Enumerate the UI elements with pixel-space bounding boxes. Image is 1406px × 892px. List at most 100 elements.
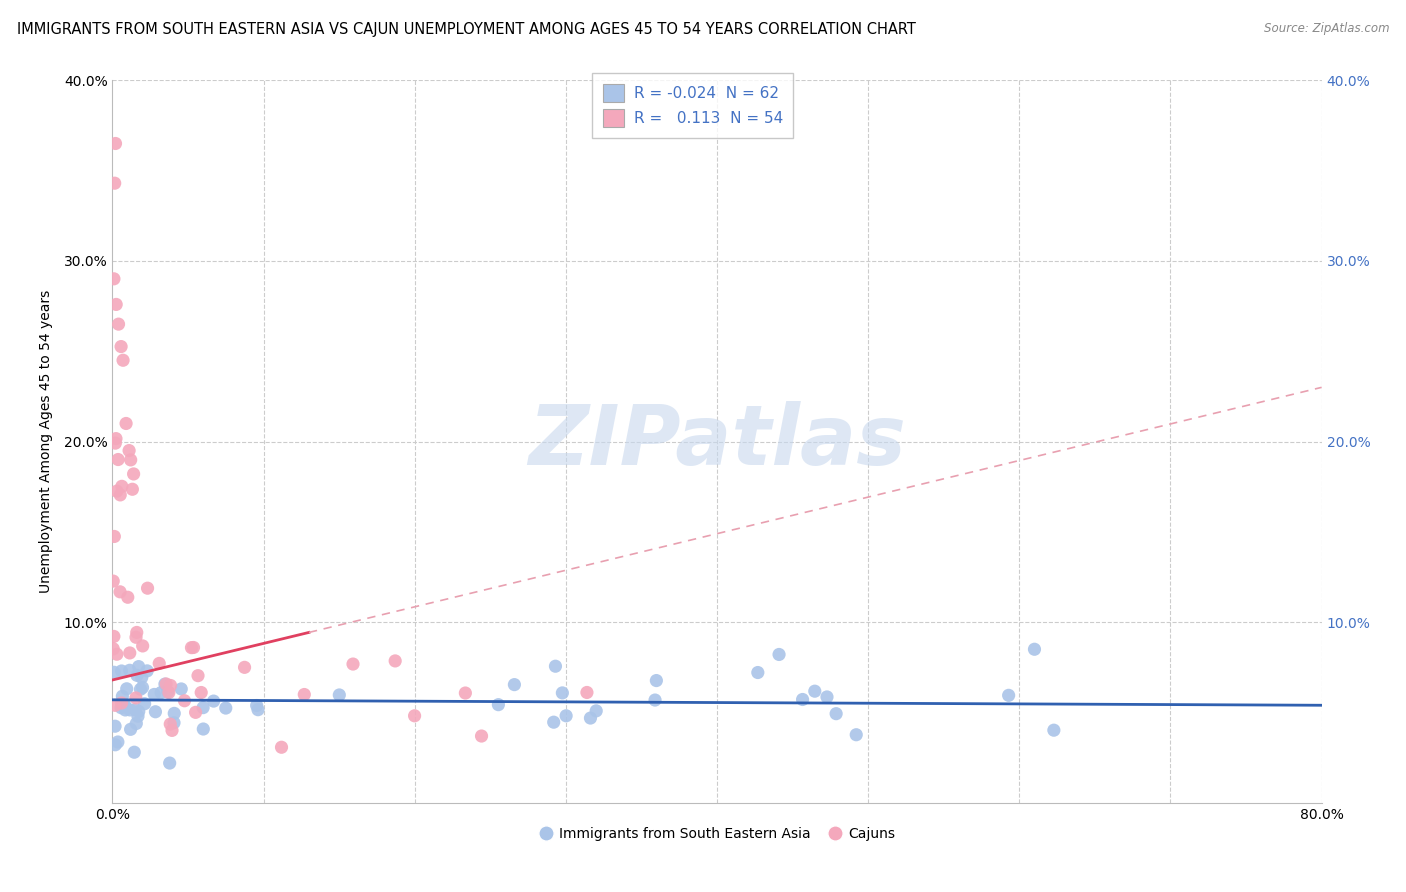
Point [551,686,574,700]
Point [136,664,159,678]
Point [103,665,125,680]
Point [148,657,170,671]
Point [134,697,156,711]
Point [114,703,136,717]
Point [825,706,848,721]
Point [555,708,578,723]
Point [191,700,214,714]
Point [233,660,256,674]
Point [103,641,125,656]
Point [125,630,148,644]
Point [180,640,202,655]
Point [131,671,153,685]
Point [136,581,159,595]
Point [160,723,183,738]
Point [159,678,181,692]
Point [163,715,186,730]
Point [104,698,127,713]
Point [645,673,668,688]
Point [163,706,186,721]
Point [114,698,136,712]
Point [110,696,132,710]
Point [503,678,526,692]
Point [105,484,128,499]
Point [159,756,181,770]
Point [104,176,127,190]
Point [173,694,195,708]
Point [103,629,125,643]
Point [125,668,148,682]
Point [122,467,145,481]
Point [157,685,180,699]
Point [118,646,141,660]
Point [103,574,125,588]
Point [129,682,152,697]
Point [104,719,127,733]
Point [115,417,138,431]
Point [183,640,205,655]
Point [470,729,492,743]
Point [104,136,127,151]
Point [486,698,509,712]
Point [121,483,143,497]
Text: Source: ZipAtlas.com: Source: ZipAtlas.com [1264,22,1389,36]
Point [124,702,146,716]
Y-axis label: Unemployment Among Ages 45 to 54 years: Unemployment Among Ages 45 to 54 years [38,290,52,593]
Legend: Immigrants from South Eastern Asia, Cajuns: Immigrants from South Eastern Asia, Caju… [533,822,901,847]
Point [115,681,138,696]
Point [159,717,181,731]
Point [543,715,565,730]
Point [454,686,477,700]
Text: IMMIGRANTS FROM SOUTH EASTERN ASIA VS CAJUN UNEMPLOYMENT AMONG AGES 45 TO 54 YEA: IMMIGRANTS FROM SOUTH EASTERN ASIA VS CA… [17,22,915,37]
Point [215,701,238,715]
Point [845,728,868,742]
Point [107,452,129,467]
Point [127,709,149,723]
Point [156,684,179,698]
Point [145,705,167,719]
Point [575,685,598,699]
Point [104,432,127,446]
Point [103,272,125,286]
Point [1024,642,1046,657]
Point [585,704,607,718]
Point [246,698,269,713]
Point [131,639,153,653]
Point [247,703,270,717]
Point [131,681,153,695]
Point [128,705,150,719]
Point [108,584,131,599]
Point [103,529,125,543]
Point [190,685,212,699]
Point [107,317,129,331]
Point [105,297,128,311]
Point [120,453,142,467]
Point [111,690,134,704]
Point [155,677,177,691]
Point [125,690,148,705]
Point [125,716,148,731]
Point [120,723,142,737]
Point [124,745,146,759]
Point [184,706,207,720]
Point [104,436,127,450]
Point [815,690,838,704]
Point [118,443,141,458]
Point [153,677,176,691]
Point [170,681,193,696]
Point [110,700,132,714]
Point [202,694,225,708]
Text: ZIPatlas: ZIPatlas [529,401,905,482]
Point [1043,723,1066,738]
Point [111,479,134,493]
Point [107,735,129,749]
Point [342,657,364,671]
Point [997,689,1019,703]
Point [270,740,292,755]
Point [104,738,127,752]
Point [150,685,173,699]
Point [187,668,209,682]
Point [768,648,790,662]
Point [117,591,139,605]
Point [193,722,215,736]
